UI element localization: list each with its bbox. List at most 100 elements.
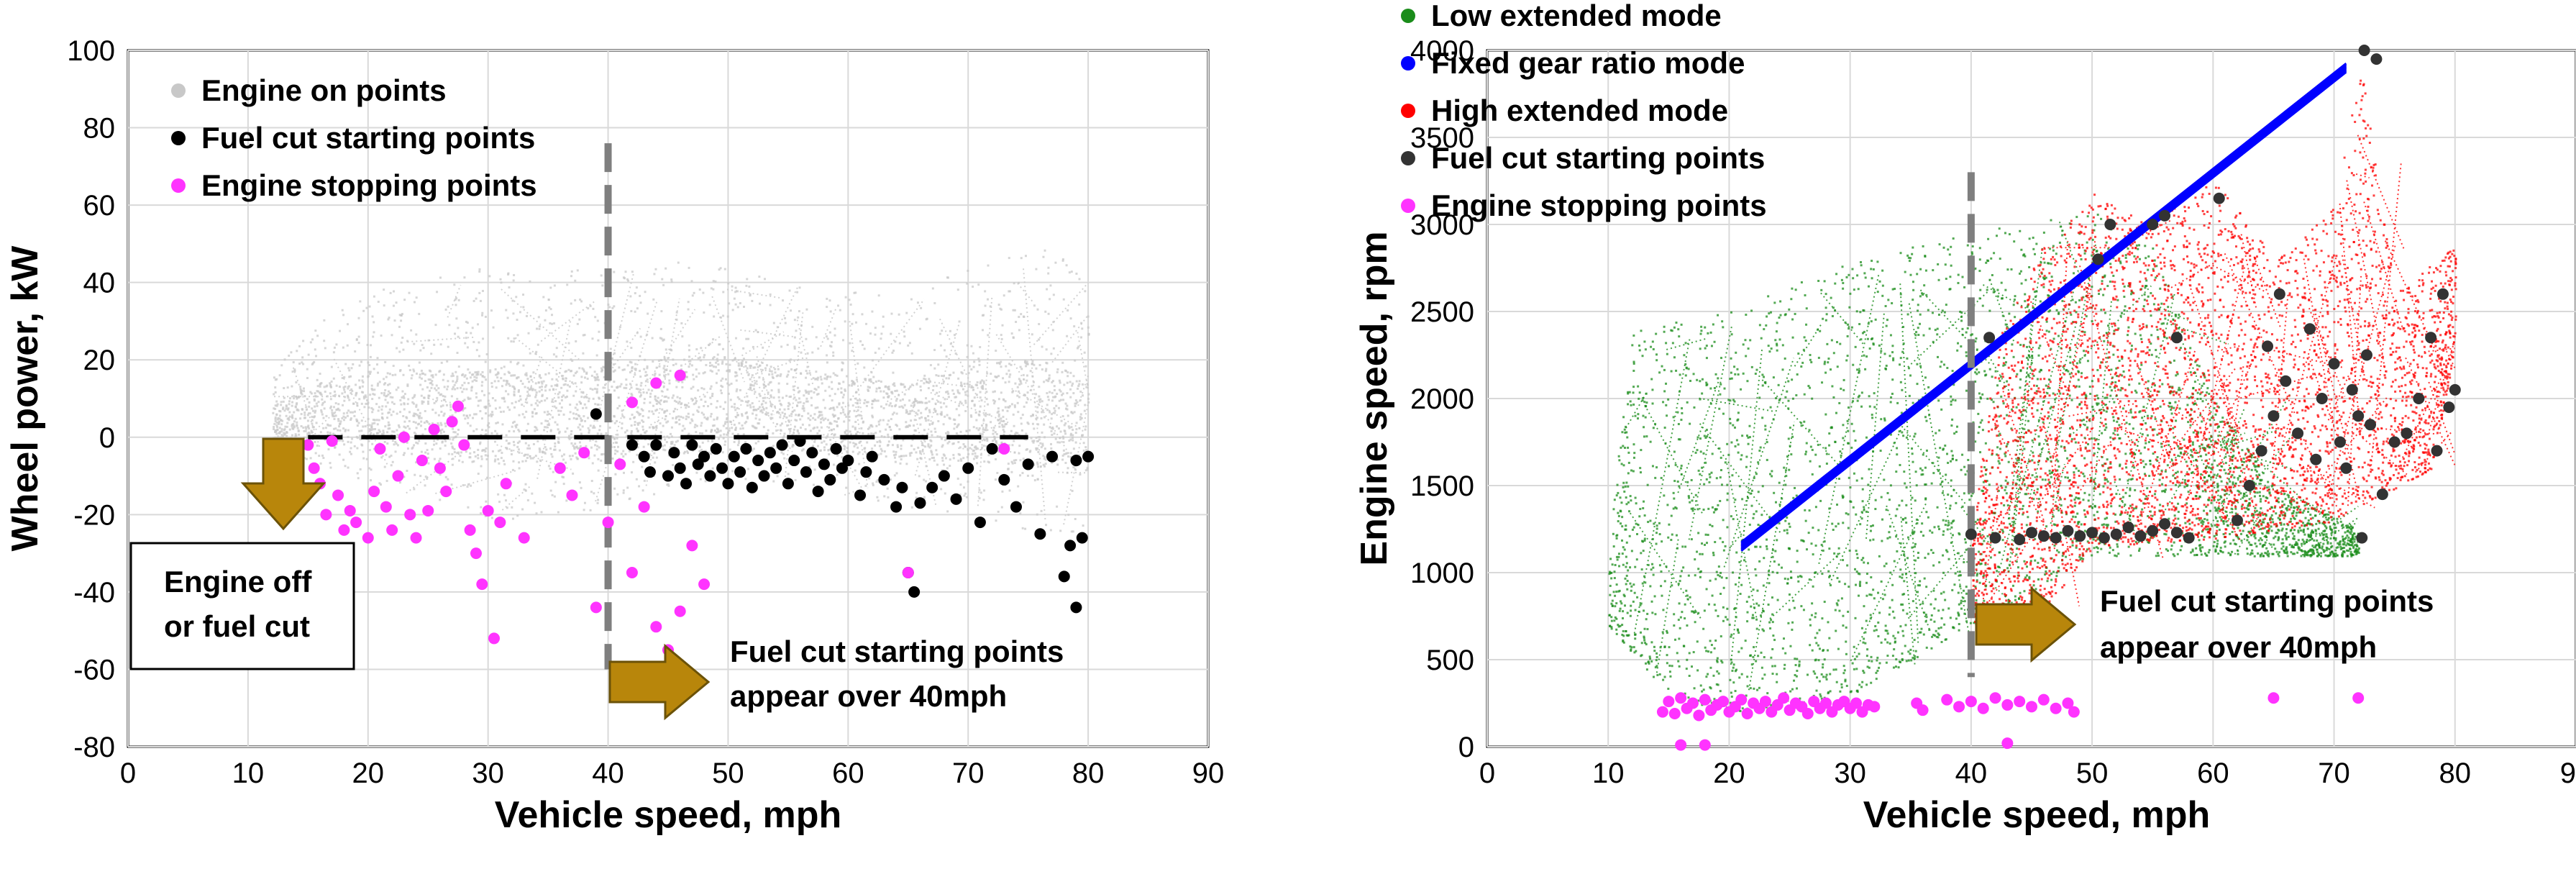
cloud-dot — [795, 414, 798, 417]
cloud-dot — [321, 404, 324, 406]
cloud-dot — [562, 394, 565, 397]
cloud-dot — [855, 391, 858, 393]
cloud-dot — [2319, 555, 2322, 558]
cloud-dot — [1010, 332, 1013, 335]
cloud-dot — [592, 397, 595, 400]
cloud-dot — [811, 325, 814, 328]
data-point — [452, 400, 464, 412]
cloud-dot — [940, 488, 943, 491]
cloud-dot — [502, 460, 505, 463]
cloud-dot — [596, 501, 599, 504]
cloud-dot — [931, 422, 933, 425]
cloud-dot — [1981, 490, 1984, 493]
cloud-dot — [1049, 426, 1051, 429]
cloud-dot — [784, 317, 787, 319]
data-point — [788, 455, 800, 467]
cloud-dot — [785, 394, 788, 397]
cloud-dot — [481, 374, 484, 377]
cloud-dot — [2052, 495, 2055, 498]
cloud-dot — [358, 386, 361, 389]
cloud-dot — [825, 443, 828, 446]
cloud-dot — [639, 335, 642, 338]
cloud-dot — [1040, 446, 1043, 449]
cloud-dot — [466, 346, 469, 349]
cloud-dot — [467, 506, 470, 509]
cloud-dot — [693, 426, 696, 429]
cloud-dot — [373, 321, 375, 324]
cloud-dot — [762, 396, 764, 399]
cloud-dot — [861, 313, 864, 316]
cloud-dot — [813, 388, 816, 391]
cloud-dot — [471, 380, 474, 383]
cloud-dot — [506, 506, 508, 509]
cloud-dot — [2145, 442, 2147, 445]
cloud-dot — [905, 311, 908, 314]
cloud-dot — [2281, 500, 2284, 503]
cloud-dot — [326, 434, 329, 437]
cloud-dot — [585, 371, 588, 374]
cloud-dot — [314, 452, 317, 455]
cloud-dot — [769, 404, 772, 407]
tick-labels: 0 10 20 30 40 50 60 70 80 90-80-60-40-20020406080… — [67, 35, 1224, 789]
cloud-dot — [280, 428, 283, 431]
cloud-dot — [1071, 489, 1074, 492]
cloud-dot — [1000, 337, 1003, 340]
cloud-dot — [444, 395, 447, 398]
cloud-dot — [1911, 452, 1914, 455]
cloud-dot — [480, 506, 483, 509]
cloud-dot — [675, 311, 678, 314]
cloud-dot — [493, 440, 496, 443]
cloud-dot — [403, 476, 406, 478]
cloud-dot — [1006, 409, 1009, 412]
cloud-dot — [324, 391, 326, 393]
cloud-dot — [368, 467, 371, 470]
cloud-dot — [795, 419, 798, 422]
cloud-dot — [747, 337, 750, 340]
cloud-dot — [1026, 448, 1028, 451]
cloud-dot — [644, 358, 647, 361]
cloud-dot — [903, 386, 906, 388]
data-point — [674, 369, 686, 381]
cloud-dot — [788, 396, 791, 399]
cloud-dot — [1072, 466, 1075, 469]
cloud-dot — [371, 388, 374, 391]
cloud-dot — [997, 398, 1000, 401]
cloud-dot — [985, 412, 987, 415]
cloud-dot — [1957, 552, 1960, 555]
cloud-dot — [338, 409, 341, 411]
cloud-dot — [1000, 441, 1003, 444]
cloud-dot — [1687, 574, 1690, 577]
cloud-dot — [887, 388, 890, 391]
cloud-dot — [527, 332, 530, 335]
cloud-dot — [646, 365, 649, 368]
cloud-dot — [383, 465, 386, 468]
cloud-dot — [1796, 550, 1799, 552]
cloud-dot — [424, 409, 426, 412]
cloud-dot — [518, 461, 521, 464]
cloud-dot — [1052, 396, 1055, 399]
cloud-dot — [828, 299, 831, 302]
cloud-dot — [933, 301, 936, 304]
cloud-dot — [1054, 395, 1057, 398]
cloud-streak — [930, 391, 1010, 424]
cloud-dot — [915, 491, 918, 494]
cloud-dot — [1828, 637, 1831, 640]
cloud-dot — [997, 450, 1000, 453]
cloud-dot — [1906, 557, 1909, 560]
cloud-dot — [755, 414, 758, 417]
cloud-dot — [931, 388, 934, 391]
cloud-dot — [1853, 429, 1855, 432]
cloud-dot — [391, 396, 394, 399]
cloud-dot — [963, 494, 966, 497]
cloud-dot — [616, 437, 618, 440]
cloud-dot — [1734, 499, 1737, 501]
cloud-dot — [1063, 453, 1066, 456]
cloud-dot — [297, 396, 300, 399]
cloud-dot — [384, 399, 387, 401]
cloud-dot — [1678, 485, 1681, 488]
cloud-dot — [836, 374, 839, 377]
cloud-dot — [993, 402, 996, 405]
cloud-dot — [316, 378, 319, 381]
cloud-dot — [939, 344, 942, 347]
cloud-dot — [384, 382, 387, 385]
